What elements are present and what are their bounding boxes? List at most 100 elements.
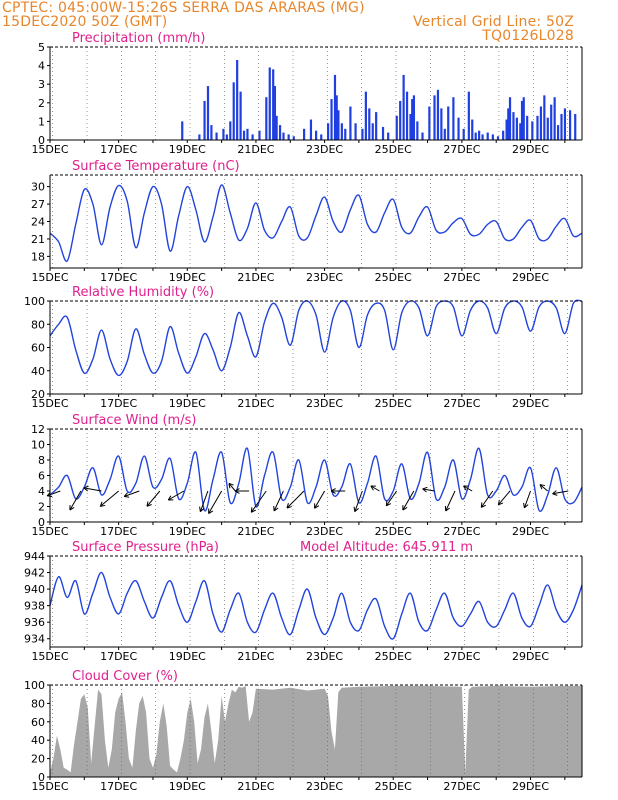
panel-annotation: Model Altitude: 645.911 m (300, 540, 473, 555)
precip-bar (531, 121, 534, 140)
precip-bar (387, 132, 390, 140)
precip-bar (440, 108, 443, 140)
y-tick-label: 1 (38, 115, 45, 128)
y-tick-label: 934 (24, 633, 45, 646)
precip-bar (574, 113, 577, 140)
x-tick-label: 21DEC (237, 780, 274, 793)
panel-title: Surface Wind (m/s) (72, 413, 196, 428)
panel-5: Cloud Cover (%) 0 20 40 60 80 100 15DEC 17DEC 19D… (24, 669, 583, 793)
precip-bar (536, 115, 539, 140)
precip-bar (560, 113, 563, 140)
y-tick-label: 938 (24, 600, 45, 613)
precip-bar (251, 134, 254, 140)
y-tick-label: 0 (38, 134, 45, 147)
y-tick-label: 944 (24, 550, 45, 563)
precip-bar (371, 123, 374, 140)
x-tick-label: 15DEC (31, 143, 68, 156)
wind-arrow (69, 490, 82, 511)
precip-bar (539, 106, 543, 140)
y-tick-label: 27 (31, 198, 45, 211)
y-tick-label: 60 (31, 342, 45, 355)
header-model-id: TQ0126L028 (482, 28, 574, 44)
precip-bar (225, 134, 228, 140)
wind-arrow (523, 490, 531, 509)
precip-bar (203, 100, 206, 140)
x-tick-label: 19DEC (169, 650, 206, 663)
x-tick-label: 17DEC (100, 650, 137, 663)
precip-bar (364, 91, 367, 140)
precip-bar (258, 130, 261, 140)
precip-bar (546, 117, 549, 140)
x-tick-label: 21DEC (237, 143, 274, 156)
x-tick-label: 27DEC (443, 397, 480, 410)
x-tick-label: 19DEC (169, 143, 206, 156)
y-tick-label: 100 (24, 679, 45, 692)
x-tick-label: 15DEC (31, 271, 68, 284)
precip-bar (526, 115, 529, 140)
y-tick-label: 3 (38, 78, 45, 91)
panel-0: Precipitation (mm/h) 0 1 2 3 4 5 15DEC 17DEC 19DE… (31, 31, 583, 156)
precip-bar (502, 130, 505, 140)
panel-title: Surface Pressure (hPa) (72, 540, 219, 555)
y-tick-label: 30 (31, 181, 45, 194)
precip-bar (210, 125, 213, 140)
precip-bar (550, 104, 553, 140)
panel-2: Relative Humidity (%) 20 40 60 80 100 15DEC 17D… (24, 285, 583, 410)
x-tick-label: 23DEC (306, 525, 343, 538)
x-tick-label: 29DEC (512, 780, 549, 793)
header-date-line: 15DEC2020 50Z (GMT) (2, 14, 168, 30)
x-tick-label: 19DEC (169, 271, 206, 284)
precip-bar (222, 128, 225, 140)
precip-bar (507, 108, 510, 140)
precip-bar (553, 97, 556, 140)
wind-arrow (228, 482, 236, 492)
x-tick-label: 17DEC (100, 780, 137, 793)
precip-bar (486, 132, 489, 140)
precip-bar (309, 119, 313, 140)
precip-bar (452, 97, 455, 140)
y-tick-label: 80 (31, 697, 45, 710)
x-tick-label: 29DEC (512, 143, 549, 156)
x-tick-label: 21DEC (237, 271, 274, 284)
header-station-line: CPTEC: 045:00W-15:26S SERRA DAS ARARAS (… (2, 0, 365, 16)
x-tick-label: 23DEC (306, 780, 343, 793)
wind-arrow (99, 490, 119, 507)
precip-bar (515, 117, 518, 140)
precip-bar (268, 67, 271, 140)
precip-bar (272, 69, 275, 140)
precip-bar (457, 117, 460, 140)
precip-bar (512, 112, 515, 140)
precip-bar (349, 106, 352, 140)
precip-bar (428, 106, 431, 140)
y-tick-label: 4 (38, 485, 45, 498)
cloud-cover-area (50, 685, 582, 777)
x-tick-label: 21DEC (237, 525, 274, 538)
wind-arrow (330, 488, 346, 494)
precip-bar (508, 97, 512, 140)
y-tick-label: 20 (31, 388, 45, 401)
precip-bar (416, 121, 419, 140)
precip-bar (236, 60, 239, 140)
wind-arrow (402, 490, 415, 511)
precip-bar (447, 106, 450, 140)
precip-bar (478, 130, 481, 140)
y-tick-label: 6 (38, 470, 45, 483)
x-tick-label: 19DEC (169, 525, 206, 538)
precip-bar (327, 123, 330, 140)
precip-bar (206, 86, 210, 140)
x-tick-label: 17DEC (100, 271, 137, 284)
x-tick-label: 27DEC (443, 143, 480, 156)
wind-arrow (385, 490, 398, 507)
precip-bar (246, 128, 249, 140)
precip-bar (287, 134, 290, 140)
y-tick-label: 20 (31, 753, 45, 766)
series-line (49, 447, 583, 513)
x-tick-label: 25DEC (375, 650, 412, 663)
panel-title: Surface Temperature (nC) (72, 159, 240, 174)
wind-arrow (444, 490, 456, 512)
x-tick-label: 15DEC (31, 650, 68, 663)
precip-bar (273, 86, 277, 140)
precip-bar (315, 130, 318, 140)
x-tick-label: 27DEC (443, 650, 480, 663)
precip-bar (239, 91, 242, 140)
